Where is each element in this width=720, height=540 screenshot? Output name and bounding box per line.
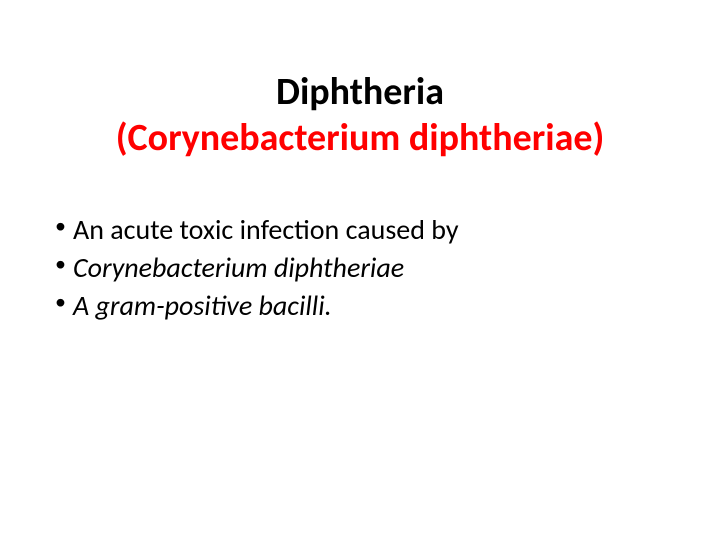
bullet-text: An acute toxic infection caused by [73, 212, 459, 247]
bullet-list: An acute toxic infection caused by Coryn… [55, 211, 665, 324]
title-line-1: Diphtheria [55, 70, 665, 116]
bullet-item: An acute toxic infection caused by [55, 211, 665, 249]
bullet-text: Corynebacterium diphtheriae [73, 250, 404, 285]
bullet-text: A gram-positive bacilli. [73, 288, 332, 323]
slide-title: Diphtheria (Corynebacterium diphtheriae) [55, 70, 665, 161]
bullet-item: A gram-positive bacilli. [55, 287, 665, 325]
bullet-item: Corynebacterium diphtheriae [55, 249, 665, 287]
title-line-2: (Corynebacterium diphtheriae) [55, 116, 665, 162]
